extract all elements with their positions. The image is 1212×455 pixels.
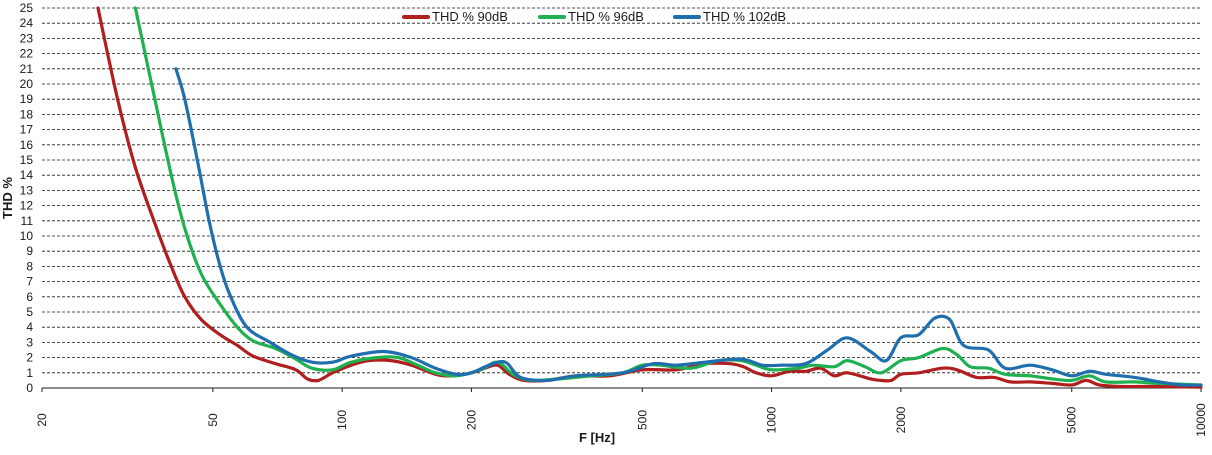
y-tick-label: 18 [20,107,34,121]
x-tick-label: 10000 [1194,403,1208,437]
y-tick-label: 8 [26,259,33,273]
y-tick-label: 14 [20,168,34,182]
series-line-1 [96,6,1203,389]
y-tick-label: 16 [20,138,34,152]
y-tick-label: 20 [20,77,34,91]
legend-entry: THD % 102dB [703,9,786,24]
y-tick-label: 24 [20,16,34,30]
y-tick-label: 7 [26,275,33,289]
y-tick-label: 10 [20,229,34,243]
y-tick-label: 23 [20,31,34,45]
x-tick-label: 50 [206,413,220,427]
x-tick-label: 5000 [1065,406,1079,433]
y-tick-label: 13 [20,183,34,197]
x-tick-label: 2000 [894,406,908,433]
series-line-3 [174,67,1203,387]
y-tick-label: 12 [20,199,34,213]
y-tick-label: 19 [20,92,34,106]
x-tick-label: 200 [464,410,478,430]
y-tick-labels: 0123456789101112131415161718192021222324… [20,1,34,395]
y-tick-label: 11 [21,214,34,228]
x-tick-label: 100 [335,410,349,430]
y-tick-label: 15 [20,153,34,167]
y-axis-label: THD % [0,177,15,219]
y-tick-label: 22 [20,47,34,61]
x-tick-label: 500 [635,410,649,430]
y-tick-label: 2 [26,351,33,365]
y-tick-label: 1 [26,366,33,380]
y-tick-label: 0 [26,381,33,395]
y-tick-label: 17 [20,123,34,137]
y-tick-label: 4 [26,320,33,334]
grid-lines [42,7,1201,374]
y-tick-label: 3 [26,335,33,349]
y-tick-label: 21 [20,62,34,76]
legend: THD % 90dB THD % 96dB THD % 102dB [402,9,786,24]
series-line-2 [133,6,1203,387]
y-tick-label: 5 [26,305,33,319]
series-lines [96,6,1203,389]
x-tick-label: 1000 [765,406,779,433]
x-tick-label: 20 [35,413,49,427]
y-tick-label: 25 [20,1,34,15]
y-tick-label: 6 [26,290,33,304]
legend-entry: THD % 90dB [432,9,508,24]
legend-entry: THD % 96dB [568,9,644,24]
y-tick-label: 9 [26,244,33,258]
x-axis-label: F [Hz] [579,430,615,445]
x-tick-labels: 20 50 100 200 500 1000 2000 5000 10000 [35,388,1208,437]
